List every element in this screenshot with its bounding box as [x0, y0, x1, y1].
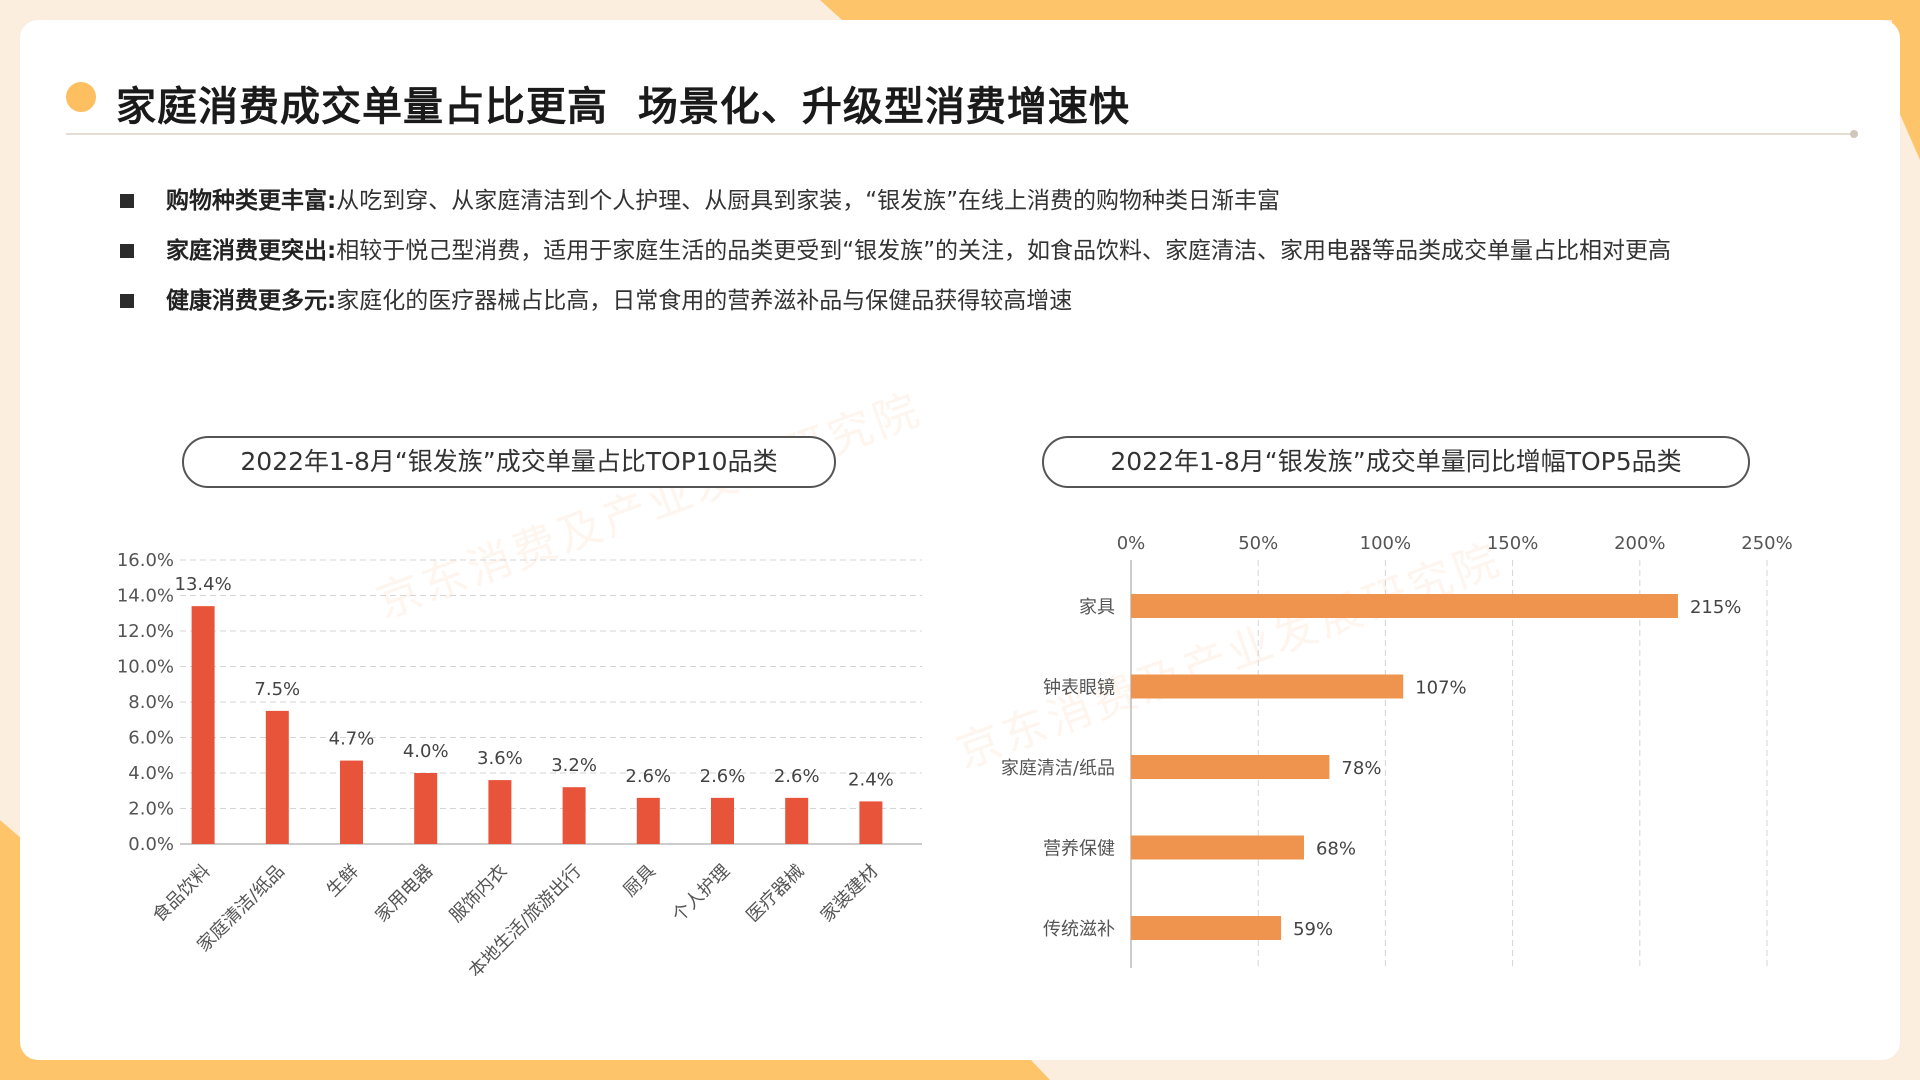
x-category-label: 家用电器	[371, 861, 437, 927]
y-category-label: 营养保健	[1043, 839, 1115, 860]
bullet-text: 从吃到穿、从家庭清洁到个人护理、从厨具到家装，“银发族”在线上消费的购物种类日渐…	[336, 188, 1281, 214]
y-tick-label: 14.0%	[117, 586, 174, 607]
bullet-text: 家庭化的医疗器械占比高，日常食用的营养滋补品与保健品获得较高增速	[336, 288, 1073, 314]
bar	[562, 787, 586, 844]
bullet-item: 购物种类更丰富:从吃到穿、从家庭清洁到个人护理、从厨具到家装，“银发族”在线上消…	[118, 176, 1818, 226]
bar-value-label: 2.4%	[848, 769, 894, 790]
bar	[191, 606, 215, 844]
y-tick-label: 10.0%	[117, 657, 174, 678]
title-dot-icon	[66, 82, 96, 112]
bullet-item: 健康消费更多元:家庭化的医疗器械占比高，日常食用的营养滋补品与保健品获得较高增速	[118, 276, 1818, 326]
y-category-label: 传统滋补	[1043, 919, 1115, 940]
y-category-label: 家具	[1079, 597, 1115, 618]
right-chart-title: 2022年1-8月“银发族”成交单量同比增幅TOP5品类	[1042, 436, 1750, 488]
bar	[1131, 755, 1330, 779]
slide-card	[20, 20, 1900, 1060]
bar	[1131, 674, 1404, 699]
bar-value-label: 107%	[1415, 678, 1466, 699]
x-tick-label: 250%	[1741, 533, 1792, 554]
top5-growth-bar-chart: 0% 50% 100% 150% 200% 250% 215% 家具 107% 钟表眼镜 78% 家庭…	[1001, 533, 1793, 968]
bar-value-label: 13.4%	[175, 574, 232, 595]
bar-value-label: 59%	[1293, 919, 1333, 940]
bar-value-label: 68%	[1316, 839, 1356, 860]
bullet-title: 健康消费更多元:	[166, 288, 337, 314]
bullet-title: 家庭消费更突出:	[166, 238, 337, 264]
bar	[711, 797, 734, 844]
decor-top-band	[820, 0, 1920, 20]
bar-value-label: 7.5%	[254, 679, 300, 700]
title-divider	[66, 133, 1856, 135]
y-tick-label: 12.0%	[117, 621, 174, 642]
bar	[340, 760, 363, 844]
bar-value-label: 4.0%	[403, 741, 449, 762]
x-category-label: 医疗器械	[742, 861, 808, 927]
y-tick-label: 6.0%	[128, 728, 174, 749]
title-divider-end-dot	[1850, 130, 1858, 138]
y-tick-label: 0.0%	[128, 834, 174, 855]
bullet-square-icon	[120, 244, 134, 258]
left-chart-title: 2022年1-8月“银发族”成交单量占比TOP10品类	[182, 436, 836, 488]
x-category-label: 个人护理	[668, 861, 734, 927]
bullet-title: 购物种类更丰富:	[166, 188, 337, 214]
bar-value-label: 2.6%	[700, 766, 746, 787]
bar	[785, 797, 809, 844]
top10-share-bar-chart: 0.0% 2.0% 4.0% 6.0% 8.0% 10.0% 12.0% 14.0% 16.0%…	[117, 550, 922, 982]
y-category-label: 钟表眼镜	[1043, 678, 1115, 699]
bar-value-label: 3.6%	[477, 748, 523, 769]
x-tick-label: 150%	[1487, 533, 1538, 554]
bar	[265, 710, 289, 844]
bar-value-label: 4.7%	[329, 729, 375, 750]
x-category-label: 厨具	[620, 861, 660, 901]
x-category-label: 食品饮料	[149, 861, 215, 927]
bar	[1131, 916, 1282, 940]
bar	[1131, 594, 1678, 618]
x-category-label: 生鲜	[323, 861, 363, 901]
x-tick-label: 50%	[1238, 533, 1278, 554]
bullet-text: 相较于悦己型消费，适用于家庭生活的品类更受到“银发族”的关注，如食品饮料、家庭清…	[336, 238, 1672, 264]
y-tick-label: 2.0%	[128, 799, 174, 820]
bar	[488, 780, 512, 844]
x-category-label: 家装建材	[817, 861, 883, 927]
bullet-square-icon	[120, 294, 134, 308]
bar-value-label: 2.6%	[774, 766, 820, 787]
bar-value-label: 3.2%	[551, 755, 597, 776]
bar	[636, 797, 660, 844]
decor-bottom-band	[0, 1058, 1050, 1080]
y-tick-label: 16.0%	[117, 550, 174, 571]
x-tick-label: 100%	[1360, 533, 1411, 554]
bullet-list: 购物种类更丰富:从吃到穿、从家庭清洁到个人护理、从厨具到家装，“银发族”在线上消…	[118, 176, 1818, 326]
x-category-label: 服饰内衣	[446, 861, 512, 927]
bar-value-label: 215%	[1690, 597, 1741, 618]
bullet-item: 家庭消费更突出:相较于悦己型消费，适用于家庭生活的品类更受到“银发族”的关注，如…	[118, 226, 1818, 276]
bar-value-label: 78%	[1341, 758, 1381, 779]
bullet-square-icon	[120, 194, 134, 208]
y-tick-label: 8.0%	[128, 692, 174, 713]
x-tick-label: 0%	[1117, 533, 1146, 554]
bar-value-label: 2.6%	[625, 766, 671, 787]
bar	[414, 773, 438, 844]
y-tick-label: 4.0%	[128, 763, 174, 784]
y-category-label: 家庭清洁/纸品	[1001, 758, 1115, 779]
page-title: 家庭消费成交单量占比更高 场景化、升级型消费增速快	[116, 84, 1130, 130]
x-tick-label: 200%	[1614, 533, 1665, 554]
bar	[1131, 835, 1304, 860]
bar	[859, 801, 883, 844]
